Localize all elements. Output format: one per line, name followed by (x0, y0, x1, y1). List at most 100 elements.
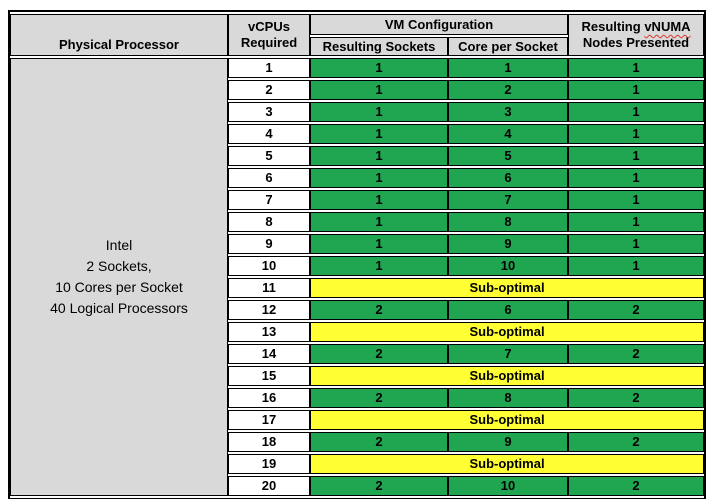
physical-processor-cell: Intel 2 Sockets, 10 Cores per Socket 40 Log… (10, 58, 228, 496)
resulting-sockets-cell: 1 (310, 168, 448, 188)
core-per-socket-header: Core per Socket (448, 37, 569, 56)
resulting-vnuma-prefix: Resulting (581, 19, 641, 34)
resulting-sockets-cell: 1 (310, 146, 448, 166)
physical-processor-line: 2 Sockets, (86, 258, 152, 274)
resulting-sockets-cell: 1 (310, 256, 448, 276)
vcpus-cell: 7 (228, 190, 310, 210)
core-per-socket-cell: 6 (448, 168, 569, 188)
header-row-top: Physical Processor vCPUs Required VM Con… (10, 14, 705, 56)
vnuma-nodes-cell: 2 (568, 344, 705, 364)
vcpus-cell: 12 (228, 300, 310, 320)
resulting-sockets-cell: 1 (310, 124, 448, 144)
core-per-socket-cell: 10 (448, 476, 569, 496)
table-row: 20 2 10 2 (10, 476, 705, 496)
vnuma-spellcheck-squiggle: vNUMA (644, 19, 691, 34)
vnuma-nodes-cell: 1 (568, 80, 705, 100)
core-per-socket-cell: 7 (448, 190, 569, 210)
vcpus-cell: 19 (228, 454, 310, 474)
vnuma-nodes-cell: 1 (568, 168, 705, 188)
core-per-socket-cell: 4 (448, 124, 569, 144)
vnuma-nodes-cell: 2 (568, 476, 705, 496)
suboptimal-cell: Sub-optimal (310, 454, 705, 474)
header-row-sub: Resulting Sockets Core per Socket (10, 37, 704, 56)
vnuma-nodes-cell: 2 (568, 432, 705, 452)
table-row: 10 1 10 1 (10, 256, 705, 276)
resulting-sockets-cell: 1 (310, 102, 448, 122)
core-per-socket-cell: 9 (448, 234, 569, 254)
core-per-socket-cell: 1 (448, 58, 569, 78)
table-row: 19 Sub-optimal (10, 454, 705, 474)
vcpus-cell: 9 (228, 234, 310, 254)
vnuma-nodes-cell: 1 (568, 58, 705, 78)
core-per-socket-cell: 6 (448, 300, 569, 320)
vcpus-cell: 5 (228, 146, 310, 166)
vm-configuration-header: VM Configuration (310, 14, 569, 35)
table-row: 11 Sub-optimal (10, 278, 705, 298)
resulting-sockets-header: Resulting Sockets (310, 37, 448, 56)
table-row: 13 Sub-optimal (10, 322, 705, 342)
vnuma-nodes-cell: 1 (568, 102, 705, 122)
core-per-socket-cell: 8 (448, 212, 569, 232)
physical-processor-line: Intel (105, 237, 133, 253)
resulting-sockets-cell: 1 (310, 234, 448, 254)
core-per-socket-cell: 2 (448, 80, 569, 100)
table-row: 17 Sub-optimal (10, 410, 705, 430)
vnuma-nodes-cell: 1 (568, 234, 705, 254)
resulting-sockets-cell: 1 (310, 80, 448, 100)
core-per-socket-cell: 5 (448, 146, 569, 166)
core-per-socket-cell: 3 (448, 102, 569, 122)
vcpus-cell: 15 (228, 366, 310, 386)
physical-processor-line: 40 Logical Processors (50, 300, 188, 316)
vcpus-cell: 11 (228, 278, 310, 298)
vnuma-nodes-cell: 2 (568, 388, 705, 408)
physical-processor-header: Physical Processor (10, 14, 228, 56)
vnuma-nodes-cell: 1 (568, 212, 705, 232)
vcpus-cell: 1 (228, 58, 310, 78)
resulting-sockets-cell: 2 (310, 476, 448, 496)
vcpus-cell: 2 (228, 80, 310, 100)
table-row: 15 Sub-optimal (10, 366, 705, 386)
core-per-socket-cell: 8 (448, 388, 569, 408)
vnuma-nodes-cell: 1 (568, 190, 705, 210)
resulting-sockets-cell: 2 (310, 432, 448, 452)
suboptimal-cell: Sub-optimal (310, 410, 705, 430)
vnuma-nodes-cell: 1 (568, 124, 705, 144)
table-header: Physical Processor vCPUs Required VM Con… (10, 14, 705, 56)
vcpus-cell: 4 (228, 124, 310, 144)
resulting-sockets-cell: 2 (310, 344, 448, 364)
suboptimal-cell: Sub-optimal (310, 322, 705, 342)
vcpus-cell: 3 (228, 102, 310, 122)
table-body: Intel 2 Sockets, 10 Cores per Socket 40 Log… (10, 58, 705, 496)
core-per-socket-cell: 7 (448, 344, 569, 364)
vnuma-configuration-table: Physical Processor vCPUs Required VM Con… (8, 10, 707, 499)
core-per-socket-cell: 10 (448, 256, 569, 276)
resulting-vnuma-header: Resulting vNUMA Nodes Presented (568, 14, 705, 56)
resulting-vnuma-line1: Resulting vNUMA (569, 19, 703, 35)
vcpus-cell: 16 (228, 388, 310, 408)
suboptimal-cell: Sub-optimal (310, 366, 705, 386)
resulting-sockets-cell: 1 (310, 58, 448, 78)
table-row: 16 2 8 2 (10, 388, 705, 408)
core-per-socket-cell: 9 (448, 432, 569, 452)
table-row: 12 2 6 2 (10, 300, 705, 320)
vcpus-cell: 8 (228, 212, 310, 232)
vcpus-cell: 20 (228, 476, 310, 496)
vcpus-required-header: vCPUs Required (228, 14, 310, 56)
vcpus-cell: 10 (228, 256, 310, 276)
table-row: 18 2 9 2 (10, 432, 705, 452)
vcpus-cell: 13 (228, 322, 310, 342)
vnuma-nodes-cell: 1 (568, 256, 705, 276)
vcpus-cell: 18 (228, 432, 310, 452)
resulting-sockets-cell: 1 (310, 190, 448, 210)
vcpus-cell: 17 (228, 410, 310, 430)
suboptimal-cell: Sub-optimal (310, 278, 705, 298)
